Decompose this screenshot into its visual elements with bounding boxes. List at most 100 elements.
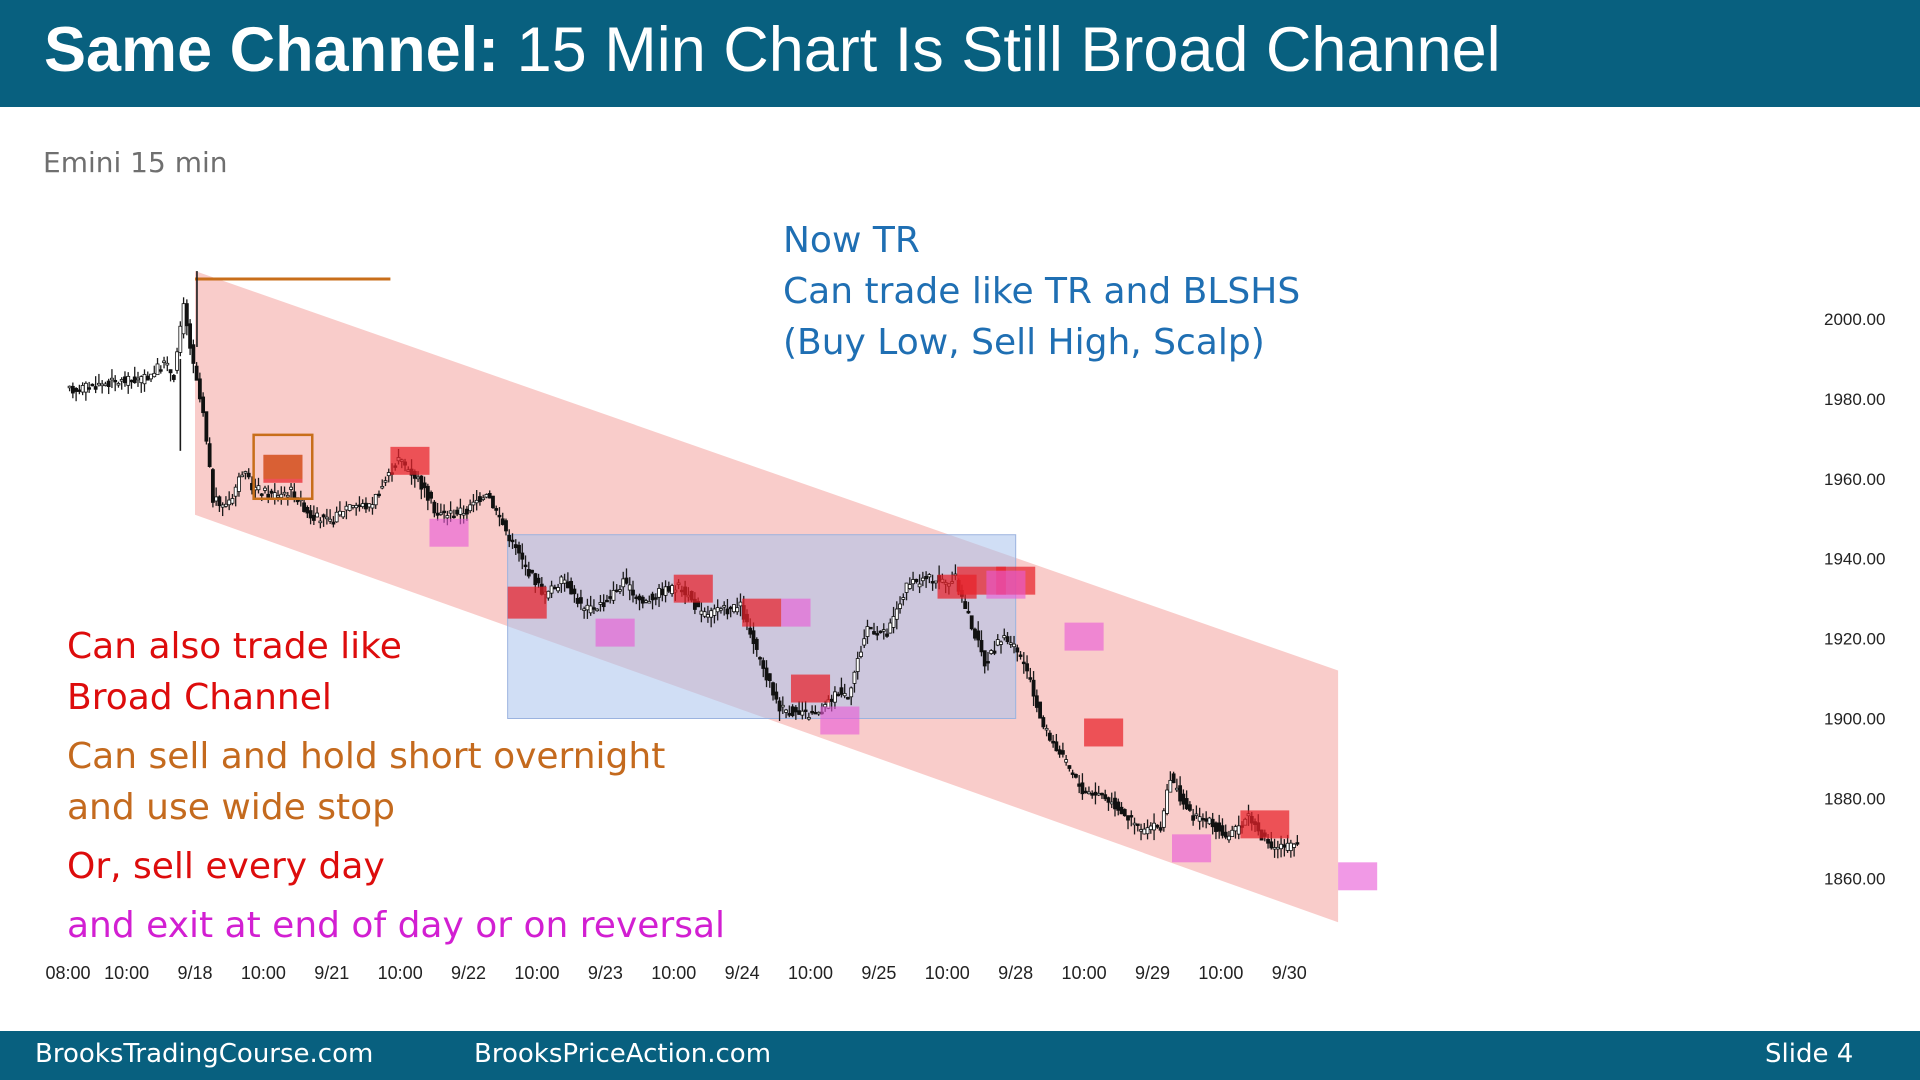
candle-body: [758, 657, 762, 660]
candle-body: [1031, 679, 1036, 697]
bull-signal-box: [820, 706, 860, 735]
candle-body: [171, 375, 176, 380]
candle-body: [158, 369, 163, 372]
note-tr-line-3: (Buy Low, Sell High, Scalp): [783, 322, 1265, 363]
candle-body: [572, 588, 577, 595]
candle-body: [1103, 794, 1108, 800]
candle-body: [1178, 785, 1183, 802]
x-tick-label: 9/28: [998, 963, 1033, 983]
x-tick-label: 10:00: [788, 963, 833, 983]
candle-body: [761, 660, 766, 669]
candle-body: [422, 482, 427, 489]
candle-body: [465, 508, 469, 515]
y-tick-label: 1960.00: [1824, 470, 1885, 489]
candle-body: [432, 501, 437, 514]
candle-body: [933, 580, 938, 584]
candle-body: [1070, 772, 1075, 775]
candle-body: [862, 638, 867, 646]
candle-body: [178, 325, 183, 353]
candle-body: [1096, 792, 1101, 796]
footer-bar: BrooksTradingCourse.com BrooksPriceActio…: [0, 1031, 1920, 1080]
candle-body: [914, 578, 919, 583]
candle-body: [220, 504, 225, 508]
slide-title: Same Channel: 15 Min Chart Is Still Broa…: [44, 14, 1501, 86]
candle-body: [191, 344, 196, 364]
candle-body: [204, 411, 209, 442]
candle-body: [1204, 818, 1209, 822]
candle-body: [598, 602, 603, 605]
candle-body: [885, 633, 889, 637]
candle-body: [83, 382, 88, 393]
candle-body: [748, 627, 753, 635]
candle-body: [266, 493, 271, 498]
candle-body: [578, 597, 583, 604]
candle-body: [197, 378, 202, 400]
candle-body: [217, 496, 222, 507]
x-tick-label: 10:00: [378, 963, 423, 983]
footer-site-link[interactable]: BrooksPriceAction.com: [474, 1039, 772, 1069]
candle-body: [1171, 773, 1176, 784]
candle-body: [774, 691, 779, 700]
candle-body: [549, 585, 554, 594]
candle-body: [517, 544, 521, 554]
candle-body: [149, 373, 153, 380]
candle-body: [644, 600, 648, 603]
candle-body: [767, 673, 772, 682]
candle-body: [1148, 825, 1153, 831]
candle-body: [308, 510, 313, 519]
candle-body: [110, 377, 114, 381]
candle-body: [1083, 790, 1088, 794]
candle-body: [351, 505, 355, 508]
candle-body: [1093, 791, 1098, 796]
x-tick-label: 9/29: [1135, 963, 1170, 983]
candle-body: [155, 363, 160, 376]
bear-signal-box: [1240, 810, 1290, 839]
candle-body: [474, 499, 479, 504]
candle-body: [585, 604, 590, 611]
candle-body: [1223, 831, 1228, 838]
candle-body: [188, 323, 192, 349]
candle-body: [77, 389, 82, 392]
x-tick-label: 9/24: [725, 963, 760, 983]
candle-body: [201, 396, 206, 414]
y-tick-label: 1880.00: [1824, 789, 1885, 808]
candle-body: [976, 630, 981, 641]
candle-body: [1060, 750, 1065, 755]
candle-body: [839, 687, 844, 695]
x-tick-label: 10:00: [1062, 963, 1107, 983]
candle-body: [1233, 826, 1238, 832]
candle-body: [256, 485, 261, 491]
candle-body: [487, 493, 492, 499]
note-hold-line-2: and use wide stop: [67, 787, 395, 828]
candle-body: [533, 573, 538, 586]
candle-body: [230, 498, 235, 504]
candle-body: [930, 581, 935, 584]
candle-body: [364, 502, 368, 510]
candle-body: [1041, 717, 1046, 728]
y-tick-label: 1940.00: [1824, 550, 1885, 569]
candle-body: [618, 589, 622, 592]
candle-body: [924, 576, 929, 580]
candle-body: [530, 569, 534, 573]
candle-body: [90, 383, 95, 387]
x-tick-label: 08:00: [45, 963, 90, 983]
candle-body: [536, 577, 541, 584]
footer-course-link[interactable]: BrooksTradingCourse.com: [35, 1039, 374, 1069]
candle-body: [559, 576, 564, 585]
candle-body: [328, 518, 333, 522]
candle-body: [126, 375, 131, 386]
candle-body: [1126, 815, 1130, 821]
candle-body: [787, 713, 792, 716]
candle-body: [868, 626, 873, 630]
candle-body: [448, 510, 453, 514]
candle-body: [305, 507, 310, 514]
candle-body: [246, 472, 251, 478]
candle-body: [771, 682, 775, 696]
candle-body: [282, 491, 287, 495]
candle-body: [438, 512, 443, 515]
candle-body: [240, 474, 245, 478]
candle-body: [608, 596, 613, 599]
candle-body: [546, 590, 551, 599]
candle-body: [429, 491, 433, 499]
candle-body: [484, 494, 489, 498]
